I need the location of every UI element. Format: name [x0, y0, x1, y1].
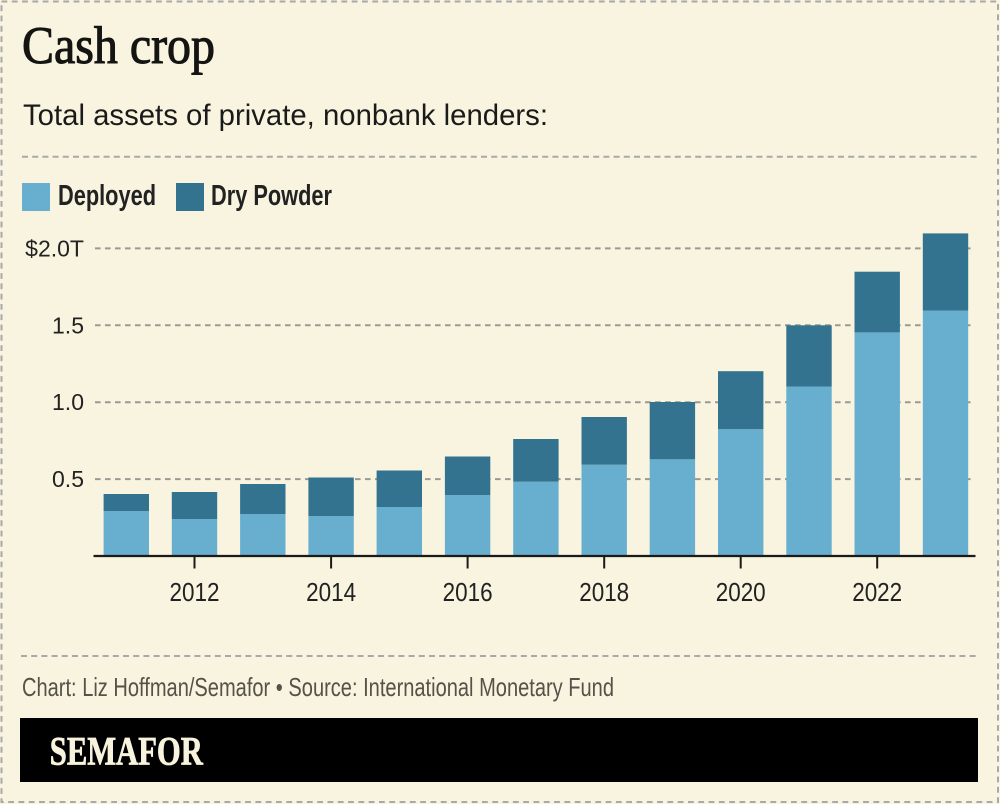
svg-text:Chart: Liz Hoffman/Semafor • S: Chart: Liz Hoffman/Semafor • Source: Int…	[22, 672, 614, 702]
svg-text:Cash crop: Cash crop	[22, 17, 215, 75]
svg-text:2012: 2012	[170, 577, 220, 607]
svg-text:$2.0T: $2.0T	[25, 235, 84, 261]
svg-text:Deployed: Deployed	[58, 180, 156, 212]
svg-text:1.5: 1.5	[52, 312, 84, 338]
svg-text:2020: 2020	[716, 577, 766, 607]
svg-text:2022: 2022	[852, 577, 902, 607]
svg-text:Total assets of private, nonba: Total assets of private, nonbank lenders…	[23, 99, 548, 132]
svg-text:SEMAFOR: SEMAFOR	[50, 729, 204, 774]
svg-text:Dry Powder: Dry Powder	[211, 180, 332, 212]
svg-text:0.5: 0.5	[52, 466, 84, 492]
svg-text:2016: 2016	[443, 577, 493, 607]
svg-text:2018: 2018	[579, 577, 629, 607]
svg-text:2014: 2014	[306, 577, 356, 607]
svg-text:1.0: 1.0	[52, 389, 84, 415]
